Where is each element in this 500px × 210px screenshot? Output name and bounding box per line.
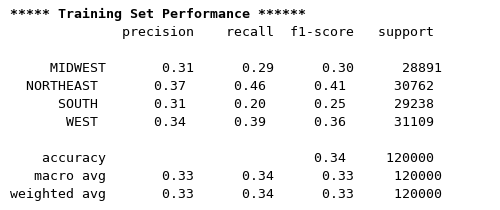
Text: accuracy                          0.34     120000: accuracy 0.34 120000 [10,152,434,165]
Text: SOUTH       0.31      0.20      0.25      29238: SOUTH 0.31 0.20 0.25 29238 [10,98,434,111]
Text: MIDWEST       0.31      0.29      0.30      28891: MIDWEST 0.31 0.29 0.30 28891 [10,62,442,75]
Text: ***** Training Set Performance ******: ***** Training Set Performance ****** [10,8,306,21]
Text: precision    recall  f1-score   support: precision recall f1-score support [10,26,434,39]
Text: macro avg       0.33      0.34      0.33     120000: macro avg 0.33 0.34 0.33 120000 [10,170,442,183]
Text: WEST       0.34      0.39      0.36      31109: WEST 0.34 0.39 0.36 31109 [10,116,434,129]
Text: NORTHEAST       0.37      0.46      0.41      30762: NORTHEAST 0.37 0.46 0.41 30762 [10,80,434,93]
Text: weighted avg       0.33      0.34      0.33     120000: weighted avg 0.33 0.34 0.33 120000 [10,188,442,201]
